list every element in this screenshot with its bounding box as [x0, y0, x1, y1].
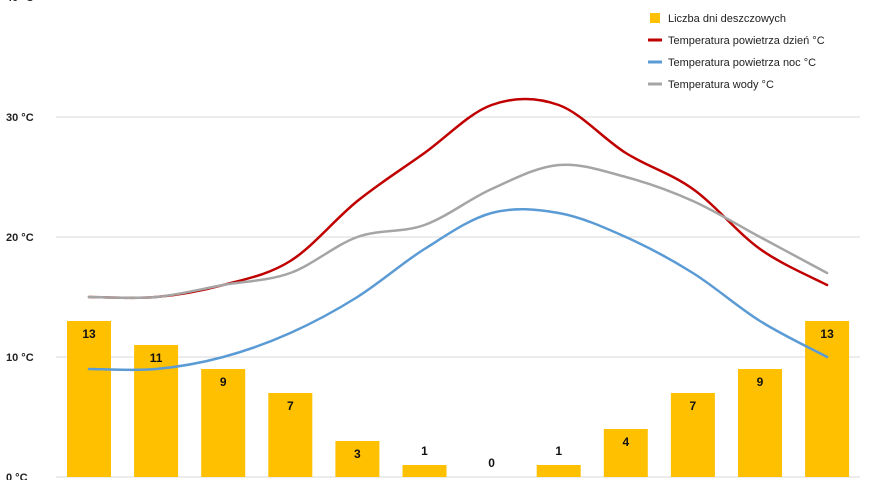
bar-value-label: 3	[354, 447, 361, 461]
y-tick-label: 10 °C	[6, 352, 34, 364]
rain-days-bar	[738, 369, 782, 477]
night-temperature-line	[87, 207, 829, 372]
legend-label: Liczba dni deszczowych	[668, 13, 786, 25]
rain-days-bar	[67, 321, 111, 477]
y-axis-ticks: 0 °C 10 °C 20 °C 30 °C 40 °C	[6, 0, 34, 480]
gridlines	[56, 116, 860, 478]
bar-value-label: 13	[82, 327, 96, 341]
bar-value-label: 7	[690, 399, 697, 413]
legend-swatch	[650, 13, 660, 23]
day-temperature-line	[87, 97, 829, 300]
bar-value-label: 0	[488, 456, 495, 470]
bar-value-label: 9	[757, 375, 764, 389]
bar-value-label: 11	[150, 351, 163, 365]
bar-data-labels: 13 11 9 7 3 1 0 1 4 7 9 13	[82, 327, 834, 470]
line-series	[87, 97, 829, 372]
legend-label: Temperatura wody °C	[668, 79, 774, 91]
rain-days-bar	[268, 393, 313, 477]
rain-days-bar	[536, 465, 581, 477]
rain-days-bar	[335, 441, 380, 477]
legend-label: Temperatura powietrza noc °C	[668, 57, 816, 69]
rain-days-bar	[805, 321, 850, 477]
rain-days-bar	[603, 429, 648, 477]
bar-value-label: 1	[555, 444, 562, 458]
legend: Liczba dni deszczowych Temperatura powiet…	[648, 13, 825, 91]
bar-value-label: 7	[287, 399, 294, 413]
bar-series	[67, 321, 850, 477]
rain-days-bar	[201, 369, 246, 477]
y-tick-label: 40 °C	[6, 0, 34, 4]
legend-label: Temperatura powietrza dzień °C	[668, 35, 825, 47]
rain-days-bar	[402, 465, 447, 477]
water-temperature-line	[87, 163, 829, 300]
bar-value-label: 9	[220, 375, 227, 389]
y-tick-label: 30 °C	[6, 112, 34, 124]
bar-value-label: 1	[421, 444, 428, 458]
y-tick-label: 0 °C	[6, 472, 28, 480]
y-tick-label: 20 °C	[6, 232, 34, 244]
bar-value-label: 13	[820, 327, 834, 341]
rain-days-bar	[670, 393, 715, 477]
bar-value-label: 4	[622, 435, 629, 449]
